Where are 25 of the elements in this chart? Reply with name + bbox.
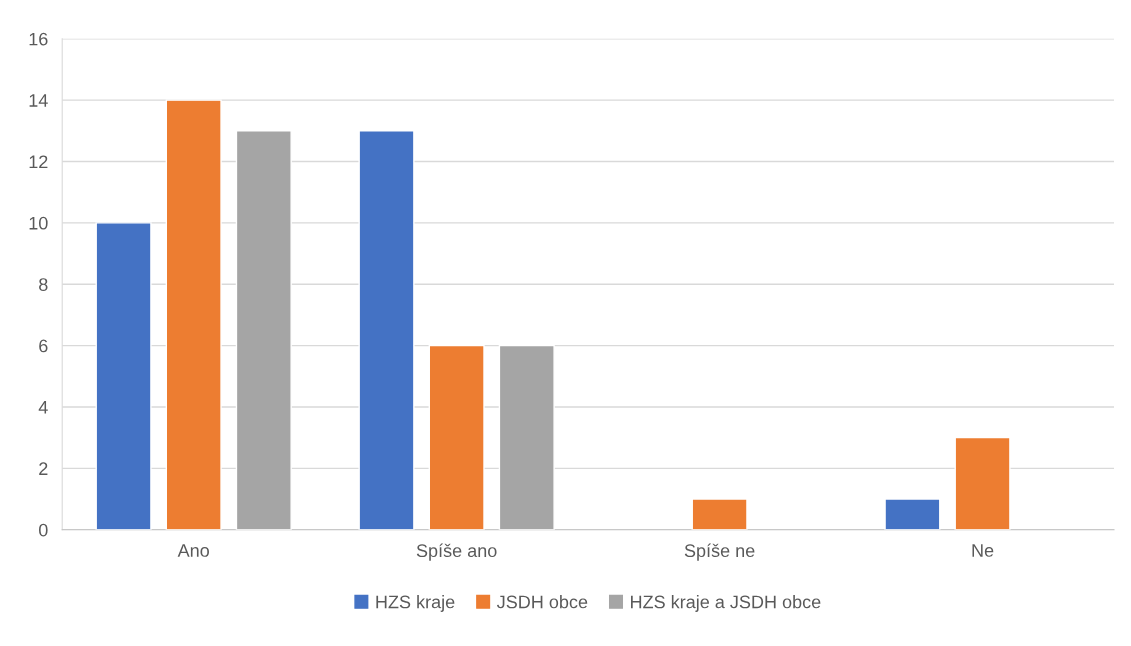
bar: [498, 344, 555, 530]
y-tick-label: 10: [29, 216, 48, 230]
bar: [358, 130, 415, 530]
y-tick-label: 4: [38, 401, 48, 414]
legend-label: HZS kraje a JSDH obce: [631, 595, 821, 612]
bar: [95, 222, 152, 530]
y-tick-label: 2: [39, 462, 48, 475]
y-tick-label: 6: [39, 339, 48, 353]
y-tick-label: 14: [29, 94, 48, 107]
bar: [954, 436, 1011, 530]
bar: [235, 130, 292, 530]
legend-label: HZS kraje: [376, 595, 455, 612]
bar: [691, 498, 748, 530]
bar: [884, 498, 941, 530]
x-tick-label: Spíše ano: [416, 543, 497, 561]
bar: [165, 99, 222, 530]
bar: [428, 344, 485, 530]
y-tick-label: 16: [29, 32, 48, 46]
x-tick-label: Spíše ne: [684, 543, 755, 561]
legend-label: JSDH obce: [496, 595, 588, 609]
x-tick-label: Ne: [972, 544, 994, 557]
y-tick-label: 8: [39, 278, 48, 291]
y-tick-label: 12: [29, 155, 48, 169]
x-tick-label: Ano: [177, 544, 209, 557]
y-tick-label: 0: [38, 523, 48, 537]
